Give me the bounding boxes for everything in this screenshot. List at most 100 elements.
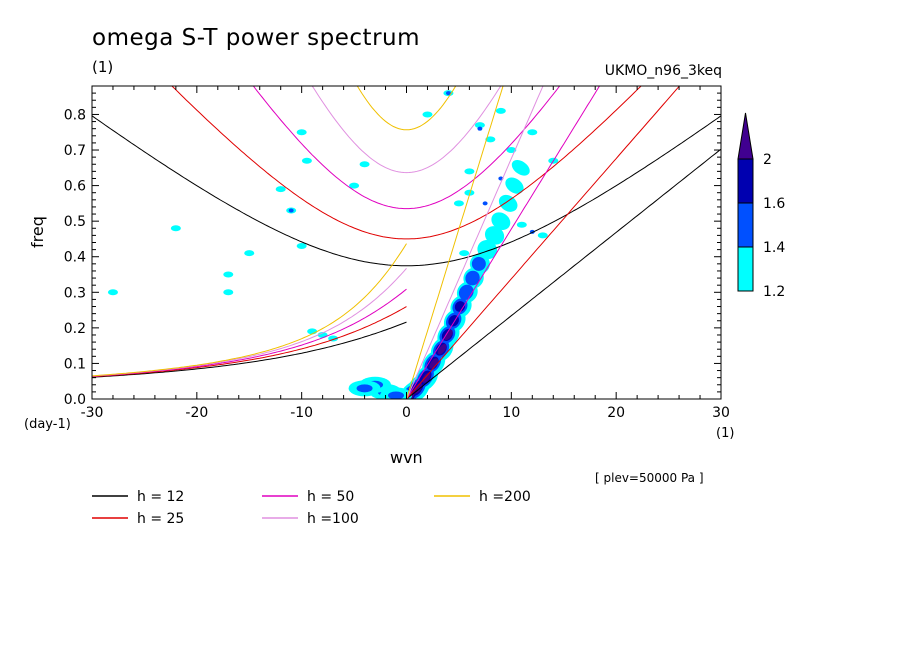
legend-label: h = 12 [137, 489, 184, 505]
spectrum-blob [437, 343, 447, 355]
legend-label: h = 25 [137, 511, 184, 527]
spectrum-blob [474, 122, 485, 129]
spectrum-blob [477, 240, 498, 260]
spectrum-blob [275, 186, 286, 193]
spectrum-blob [170, 225, 181, 232]
spectrum-blob [422, 111, 433, 118]
y-tick-label: 0.5 [64, 214, 86, 230]
inertia-gravity-curve [92, 115, 721, 267]
spectrum-blob [516, 221, 527, 228]
spectrum-blob [223, 271, 234, 278]
spectrum-blob [445, 91, 451, 96]
kelvin-curve [406, 86, 681, 399]
spectrum-blob [301, 157, 312, 164]
legend-item: h = 12 [92, 489, 184, 505]
spectrum-blob [429, 358, 438, 369]
colorbar-tick-label: 1.6 [763, 196, 785, 212]
spectrum-blob [484, 226, 505, 245]
mrg-curve [92, 321, 407, 378]
spectrum-blob [477, 126, 483, 131]
y-tick-label: 0.1 [64, 356, 86, 372]
colorbar-tick-label: 1.4 [763, 240, 785, 256]
colorbar-extend-arrow [737, 112, 754, 160]
kelvin-curve [406, 86, 544, 399]
x-tick-label: 30 [712, 405, 730, 421]
colorbar-segment [737, 202, 754, 248]
legend-label: h = 50 [307, 489, 354, 505]
inertia-gravity-curve [171, 86, 642, 240]
legend-item: h =100 [262, 511, 359, 527]
spectrum-blob [296, 129, 307, 136]
spectrum-blob [388, 391, 405, 399]
kelvin-curve [406, 86, 601, 399]
inertia-gravity-curve [356, 86, 457, 131]
colorbar-tick-label: 2 [763, 152, 772, 168]
legend-item: h = 25 [92, 511, 184, 527]
inertia-gravity-curve [252, 86, 561, 210]
spectrum-blob [244, 250, 255, 257]
legend-item: h =200 [434, 489, 531, 505]
chart-title: omega S-T power spectrum [92, 25, 421, 51]
spectrum-blob [288, 208, 294, 213]
y-axis-unit: (day-1) [24, 417, 71, 432]
spectrum-blob [511, 160, 530, 176]
spectrum-blob [422, 372, 431, 383]
y-tick-label: 0.6 [64, 179, 86, 195]
x-tick-label: -30 [81, 405, 104, 421]
spectrum-blob [485, 136, 496, 143]
y-tick-label: 0.0 [64, 392, 86, 408]
spectrum-blob [495, 107, 506, 114]
x-axis-label: wvn [390, 448, 423, 467]
mrg-curve [92, 243, 407, 377]
dispersion-curves [92, 86, 721, 399]
x-tick-label: -20 [185, 405, 208, 421]
spectrum-shading [107, 90, 559, 399]
y-tick-label: 0.4 [64, 250, 86, 266]
spectrum-blob [491, 212, 511, 230]
y-tick-label: 0.8 [64, 107, 86, 123]
spectrum-blob [527, 129, 538, 136]
spectrum-blob [359, 161, 370, 168]
x-axis-unit: (1) [716, 426, 735, 441]
x-tick-label: 10 [502, 405, 520, 421]
legend-label: h =200 [479, 489, 531, 505]
spectrum-blob [349, 182, 360, 189]
model-name: UKMO_n96_3keq [604, 63, 722, 79]
legend-label: h =100 [307, 511, 359, 527]
x-tick-label: 0 [402, 405, 411, 421]
colorbar: 1.2 1.4 1.6 2 [737, 112, 785, 300]
spectrum-blob [107, 289, 118, 296]
spectrum-blob [356, 384, 373, 393]
spectrum-blob [296, 243, 307, 250]
spectrum-blob [453, 200, 464, 207]
legend-item: h = 50 [262, 489, 354, 505]
mrg-curve [92, 306, 407, 378]
title-unit: (1) [92, 58, 114, 76]
spectrum-blob [506, 147, 517, 154]
colorbar-segment [737, 158, 754, 204]
spectrum-blob [471, 256, 486, 271]
y-tick-label: 0.2 [64, 321, 86, 337]
spectrum-blob [465, 270, 480, 286]
spectrum-blob [505, 177, 524, 194]
pressure-level-note: [ plev=50000 Pa ] [595, 471, 704, 485]
plot-frame [91, 85, 722, 400]
spectrum-blob [459, 250, 470, 257]
colorbar-tick-label: 1.2 [763, 284, 785, 300]
y-tick-label: 0.7 [64, 143, 86, 159]
spectrum-blob [498, 194, 518, 212]
spectrum-blob [223, 289, 234, 296]
x-tick-label: -10 [290, 405, 313, 421]
kelvin-curve [406, 148, 721, 399]
spectrum-blob [444, 329, 453, 341]
spectrum-blob [537, 232, 548, 239]
spectrum-blob [454, 301, 466, 312]
spectrum-blob [464, 189, 475, 196]
y-tick-label: 0.3 [64, 285, 86, 301]
spectrum-blob [482, 201, 488, 206]
kelvin-curve [406, 86, 504, 399]
spectrum-blob [464, 168, 475, 175]
inertia-gravity-curve [311, 86, 502, 174]
